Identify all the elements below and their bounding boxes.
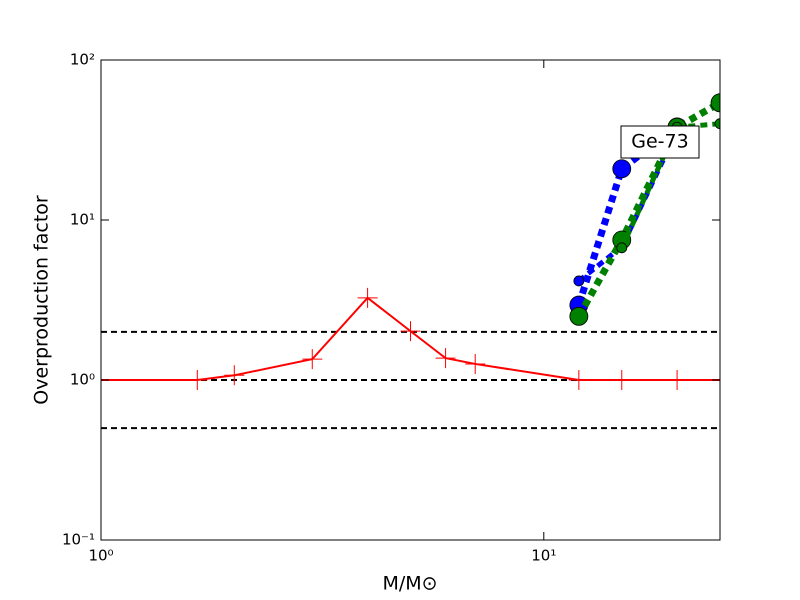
point-marker <box>611 370 632 390</box>
point-marker <box>714 118 720 130</box>
point-marker <box>573 275 585 287</box>
y-tick-label: 10⁻¹ <box>62 531 95 549</box>
point-marker <box>612 159 632 179</box>
point-marker <box>465 353 486 374</box>
annotation: Ge-73 <box>631 131 688 153</box>
annotation-box <box>620 125 700 159</box>
point-marker <box>667 370 688 390</box>
point-marker <box>710 93 720 113</box>
point-marker <box>568 370 589 390</box>
point-marker <box>187 370 208 390</box>
y-axis-label: Overproduction factor <box>31 195 53 405</box>
y-tick-label: 10⁰ <box>70 371 95 389</box>
point-marker <box>616 242 628 254</box>
series-line <box>575 99 720 319</box>
x-axis-label: M/M⊙ <box>382 573 437 595</box>
y-tick-label: 10¹ <box>70 211 95 229</box>
axes-frame <box>100 59 721 541</box>
x-tick-label: 10¹ <box>531 547 556 565</box>
y-tick-label: 10² <box>70 51 95 69</box>
x-tick-label: 10⁰ <box>88 547 113 565</box>
point-marker <box>224 365 245 386</box>
point-marker <box>569 306 589 326</box>
point-marker <box>435 348 456 369</box>
point-marker <box>302 349 323 370</box>
point-marker <box>400 321 421 342</box>
point-marker <box>357 287 378 308</box>
